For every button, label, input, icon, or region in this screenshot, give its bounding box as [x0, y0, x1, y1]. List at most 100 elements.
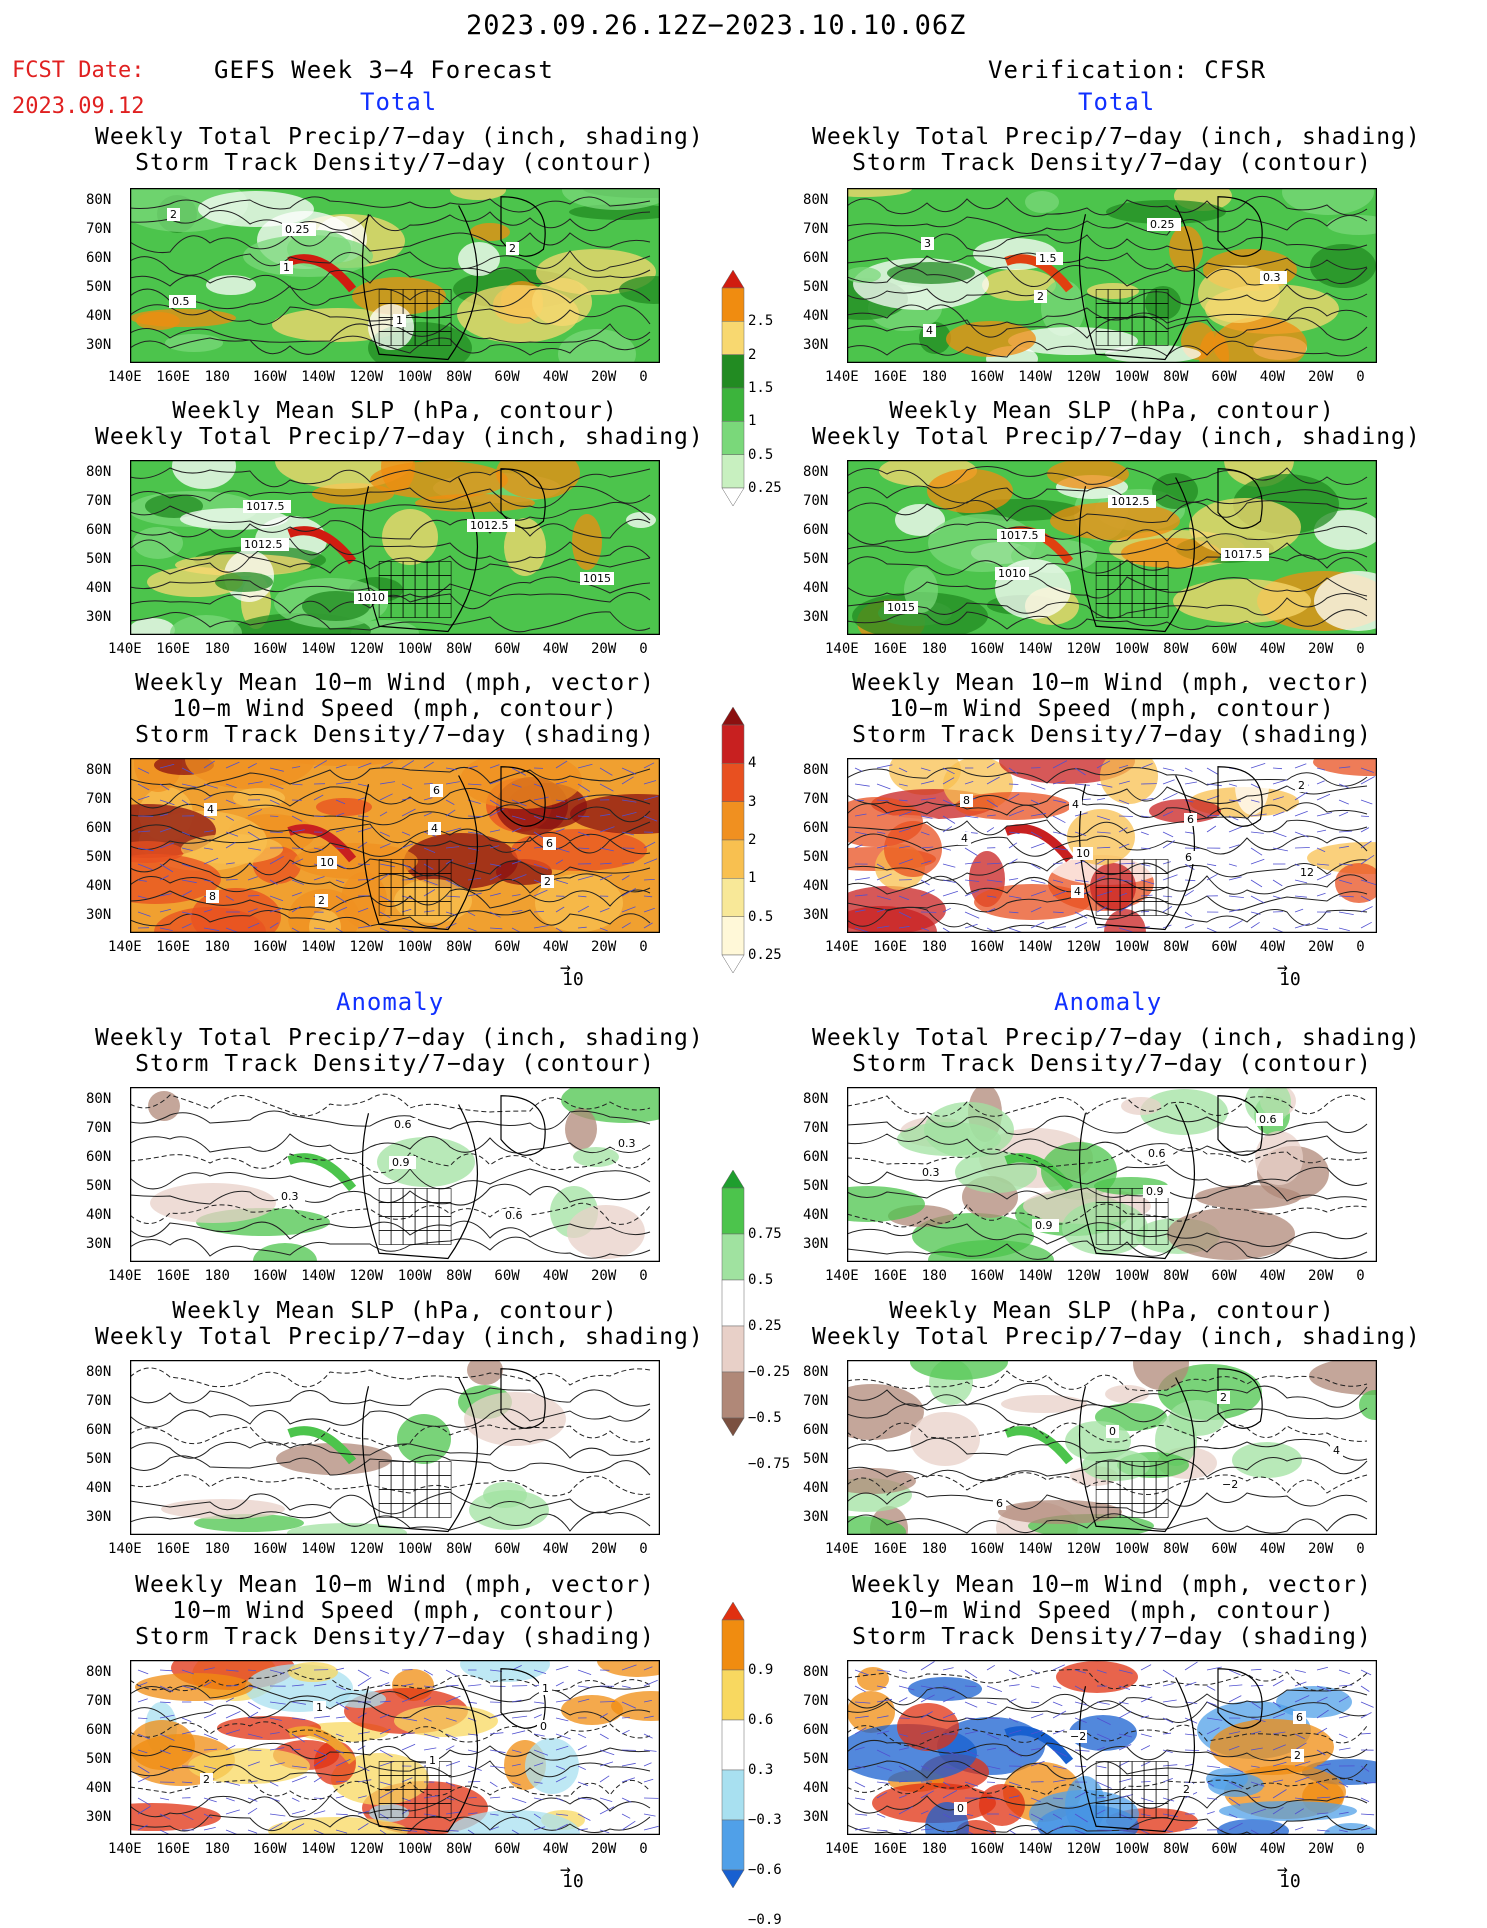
colorbar-label: 0.5: [748, 1272, 773, 1288]
lat-tick-label: 60N: [86, 1722, 111, 1738]
panel-title-line: Weekly Total Precip/7−day (inch, shading…: [812, 1025, 1412, 1051]
lat-tick-label: 50N: [86, 1178, 111, 1194]
lon-tick-label: 180: [205, 1841, 230, 1857]
colorbar-label: 0.5: [748, 909, 773, 925]
shading-blob: [1173, 821, 1249, 855]
lat-tick-label: 40N: [803, 580, 828, 596]
panel-title-line: Weekly Total Precip/7−day (inch, shading…: [812, 1324, 1412, 1350]
lat-tick-label: 50N: [803, 279, 828, 295]
svg-text:0.3: 0.3: [1263, 271, 1281, 284]
lon-tick-label: 140E: [108, 1541, 142, 1557]
lat-tick-label: 60N: [86, 522, 111, 538]
contour-label: 4: [1069, 798, 1082, 811]
map-panel-p9: [130, 1360, 660, 1535]
lon-tick-label: 40W: [1260, 369, 1285, 385]
lon-tick-label: 180: [205, 1541, 230, 1557]
contour-label: 1010: [995, 567, 1029, 580]
lon-tick-label: 140E: [825, 641, 859, 657]
wind-vector: [1185, 848, 1200, 849]
lon-tick-label: 160E: [873, 369, 907, 385]
lon-tick-label: 180: [922, 939, 947, 955]
lon-tick-label: 120W: [1067, 641, 1101, 657]
svg-text:4: 4: [207, 803, 214, 816]
lon-tick-label: 120W: [1067, 1841, 1101, 1857]
lon-tick-label: 120W: [1067, 1541, 1101, 1557]
lon-tick-label: 160W: [253, 939, 287, 955]
svg-text:−2: −2: [1070, 1730, 1086, 1743]
panel-title-line: Storm Track Density/7−day (contour): [812, 150, 1412, 176]
contour-label: 0: [537, 1720, 550, 1733]
lon-tick-label: 180: [922, 1841, 947, 1857]
svg-text:0.9: 0.9: [1035, 1219, 1053, 1232]
panel-title-line: Weekly Mean 10−m Wind (mph, vector): [95, 1572, 695, 1598]
lon-tick-label: 0: [1356, 1541, 1364, 1557]
shading-blob: [1105, 345, 1201, 363]
lon-tick-label: 20W: [591, 1841, 616, 1857]
lon-tick-label: 140E: [108, 939, 142, 955]
lon-tick-label: 180: [205, 369, 230, 385]
svg-text:4: 4: [431, 822, 438, 835]
contour-label: 1010: [354, 591, 388, 604]
colorbar-segment: [722, 1372, 744, 1418]
panel-title-line: Weekly Total Precip/7−day (inch, shading…: [812, 424, 1412, 450]
colorbar-segment: [722, 421, 744, 454]
lon-tick-label: 80W: [446, 1541, 471, 1557]
lon-tick-label: 0: [1356, 641, 1364, 657]
lon-tick-label: 80W: [446, 1841, 471, 1857]
wind-vector: [314, 1798, 323, 1799]
contour-label: 0.9: [389, 1156, 416, 1169]
lon-tick-label: 160W: [970, 1268, 1004, 1284]
contour-label: 1015: [884, 601, 918, 614]
lon-tick-label: 80W: [1163, 369, 1188, 385]
shading-blob: [908, 1677, 982, 1701]
svg-text:6: 6: [1296, 1711, 1303, 1724]
lon-tick-label: 60W: [494, 369, 519, 385]
colorbar-cap: [722, 707, 744, 725]
lat-tick-label: 50N: [86, 1751, 111, 1767]
shading-blob: [924, 1102, 1014, 1158]
svg-text:12: 12: [1300, 866, 1314, 879]
contour-label: 6: [430, 784, 443, 797]
lon-tick-label: 140E: [825, 1841, 859, 1857]
left-anomaly-label: Anomaly: [336, 988, 444, 1016]
wind-vector: [1119, 816, 1133, 817]
svg-text:1: 1: [283, 261, 290, 274]
lon-tick-label: 140W: [1018, 641, 1052, 657]
shading-blob: [483, 1482, 527, 1508]
lat-tick-label: 70N: [86, 493, 111, 509]
contour-label: 4: [204, 803, 217, 816]
shading-blob: [1152, 473, 1198, 509]
lat-tick-label: 60N: [803, 250, 828, 266]
svg-text:0.6: 0.6: [394, 1118, 412, 1131]
svg-text:0.9: 0.9: [392, 1156, 410, 1169]
lat-tick-label: 40N: [803, 308, 828, 324]
colorbar-track_total: [720, 705, 746, 983]
lat-tick-label: 30N: [803, 609, 828, 625]
svg-text:1: 1: [396, 314, 403, 327]
contour-label: 1017.5: [997, 529, 1045, 542]
svg-text:1012.5: 1012.5: [470, 519, 509, 532]
lon-tick-label: 60W: [1211, 1841, 1236, 1857]
lon-tick-label: 60W: [1211, 369, 1236, 385]
lon-tick-label: 80W: [1163, 1268, 1188, 1284]
colorbar-label: −0.9: [748, 1912, 782, 1928]
wind-vector: [490, 1686, 506, 1687]
contour-label: 0: [954, 1802, 967, 1815]
lon-tick-label: 160E: [873, 1268, 907, 1284]
lon-tick-label: 80W: [446, 939, 471, 955]
contour-label: 0.9: [1032, 1219, 1059, 1232]
lon-tick-label: 140E: [825, 1541, 859, 1557]
lat-tick-label: 70N: [803, 1393, 828, 1409]
lat-tick-label: 40N: [86, 1480, 111, 1496]
lon-tick-label: 160W: [253, 641, 287, 657]
shading-blob: [1195, 1185, 1301, 1209]
lon-tick-label: 80W: [1163, 939, 1188, 955]
colorbar-label: 0.25: [748, 480, 782, 496]
lon-tick-label: 20W: [591, 1541, 616, 1557]
colorbar-segment: [722, 917, 744, 955]
lat-tick-label: 50N: [86, 849, 111, 865]
shading-blob: [1167, 1208, 1295, 1260]
